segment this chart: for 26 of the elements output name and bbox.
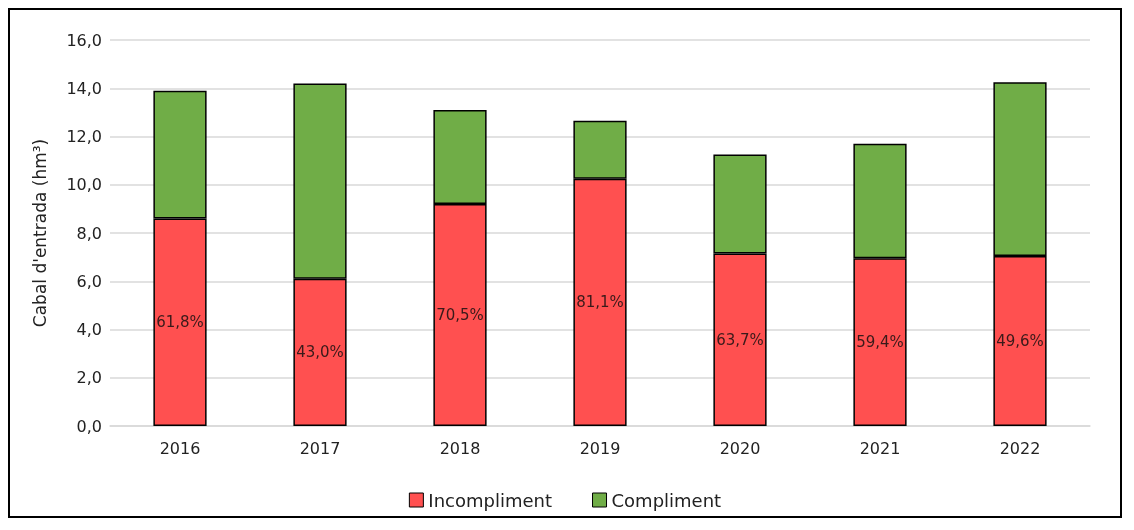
annotation: 70,5% [436, 306, 484, 325]
annotation: 43,0% [296, 343, 344, 362]
y-axis-title: Cabal d'entrada (hm³) [29, 138, 50, 328]
x-tick-label: 2020 [719, 438, 761, 458]
y-tick-label: 4,0 [76, 320, 102, 339]
y-tick-label: 14,0 [66, 78, 102, 98]
y-tick-label: 2,0 [76, 368, 102, 388]
y-tick-label: 10,0 [66, 175, 102, 195]
x-tick-label: 2016 [159, 438, 201, 458]
annotation: 49,6% [996, 331, 1044, 350]
annotation: 61,8% [156, 313, 204, 332]
annotation: 63,7% [716, 330, 764, 349]
x-tick-label: 2019 [579, 438, 621, 458]
y-tick-label: 8,0 [76, 223, 102, 243]
y-tick-label: 0,0 [76, 416, 102, 436]
y-tick-label: 6,0 [76, 271, 102, 291]
y-tick-label: 16,0 [66, 30, 102, 50]
legend-label: Compliment [611, 489, 722, 511]
annotation: 81,1% [576, 293, 624, 312]
x-tick-label: 2022 [999, 438, 1041, 458]
x-tick-label: 2018 [439, 438, 481, 458]
y-tick-label: 12,0 [66, 127, 102, 146]
legend-label: Incompliment [428, 489, 553, 511]
x-tick-label: 2017 [299, 438, 341, 458]
x-tick-label: 2021 [859, 438, 901, 458]
annotation: 59,4% [856, 333, 904, 352]
